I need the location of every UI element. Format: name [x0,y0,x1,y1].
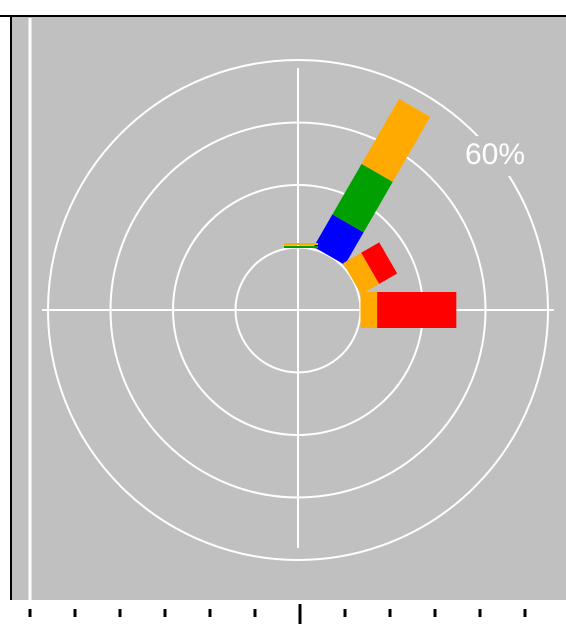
bar-segment [332,163,393,233]
ring [109,121,487,499]
bar-segment [313,214,364,265]
direction-bar [360,292,457,328]
bar-segment [360,292,378,328]
bar-segment [343,252,380,295]
direction-bar [313,98,431,265]
plot-area [11,16,566,600]
rose: 60% [42,59,554,561]
bar-segment [361,98,431,182]
bottom-ticks [28,604,527,624]
label-gap [447,136,544,177]
bar-segment [361,242,398,284]
direction-bar [343,242,398,295]
bar-segment [377,292,457,328]
ring-label: 60% [465,138,525,171]
ring [47,59,549,561]
